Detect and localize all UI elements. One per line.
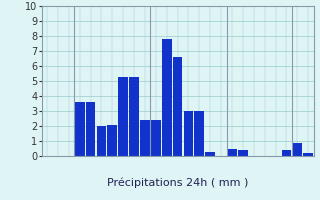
Bar: [129, 76, 139, 156]
Bar: [205, 152, 215, 156]
Bar: [75, 102, 84, 156]
Bar: [195, 111, 204, 156]
Bar: [108, 124, 117, 156]
Bar: [162, 39, 172, 156]
Bar: [292, 142, 302, 156]
Bar: [184, 111, 193, 156]
Bar: [151, 120, 161, 156]
Bar: [86, 102, 95, 156]
Bar: [282, 150, 291, 156]
Bar: [173, 57, 182, 156]
Bar: [238, 150, 248, 156]
Bar: [97, 126, 106, 156]
Bar: [227, 148, 237, 156]
Bar: [140, 120, 150, 156]
Bar: [303, 153, 313, 156]
X-axis label: Précipitations 24h ( mm ): Précipitations 24h ( mm ): [107, 177, 248, 188]
Bar: [118, 76, 128, 156]
